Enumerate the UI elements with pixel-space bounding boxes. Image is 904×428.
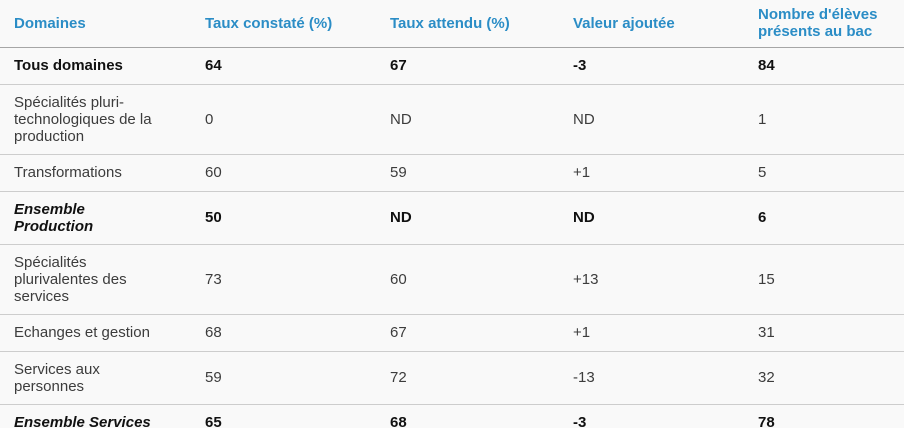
taux-attendu-value: 59: [376, 154, 559, 192]
domain-label: Ensemble Production: [0, 191, 191, 245]
column-header-taux-constate: Taux constaté (%): [191, 0, 376, 48]
column-header-valeur-ajoutee: Valeur ajoutée: [559, 0, 744, 48]
taux-attendu-value: 72: [376, 351, 559, 405]
nb-eleves-bac-value: 84: [744, 47, 904, 85]
table-row-echanges-et-gestion: Echanges et gestion 68 67 +1 31: [0, 314, 904, 352]
valeur-ajoutee-value: -13: [559, 351, 744, 405]
taux-attendu-value: 67: [376, 314, 559, 352]
nb-eleves-bac-value: 1: [744, 84, 904, 155]
taux-constate-value: 64: [191, 47, 376, 85]
domain-label: Spécialités pluri-technologiques de la p…: [0, 84, 191, 155]
nb-eleves-bac-value: 15: [744, 244, 904, 315]
valeur-ajoutee-value: +13: [559, 244, 744, 315]
taux-attendu-value: 68: [390, 414, 407, 428]
taux-constate-value: 0: [191, 84, 376, 155]
taux-attendu-value: ND: [376, 191, 559, 245]
domain-label: Ensemble Services: [14, 414, 151, 428]
domain-label: Tous domaines: [0, 47, 191, 85]
valeur-ajoutee-value: +1: [559, 314, 744, 352]
taux-constate-value: 68: [191, 314, 376, 352]
taux-constate-value: 50: [191, 191, 376, 245]
valeur-ajoutee-value: +1: [559, 154, 744, 192]
table-row-specialites-plurivalentes: Spécialités plurivalentes des services 7…: [0, 244, 904, 315]
table-row-specialites-pluri-technologiques: Spécialités pluri-technologiques de la p…: [0, 84, 904, 155]
valeur-ajoutee-value: ND: [559, 191, 744, 245]
nb-eleves-bac-value: 31: [744, 314, 904, 352]
taux-constate-value: 59: [191, 351, 376, 405]
domain-label: Services aux personnes: [0, 351, 191, 405]
domain-label: Transformations: [0, 154, 191, 192]
column-header-nb-eleves-bac: Nombre d'élèves présents au bac: [744, 0, 904, 48]
header-row: Domaines Taux constaté (%) Taux attendu …: [0, 0, 904, 48]
taux-constate-value: 65: [205, 414, 222, 428]
column-header-taux-attendu: Taux attendu (%): [376, 0, 559, 48]
taux-constate-value: 60: [191, 154, 376, 192]
nb-eleves-bac-value: 6: [744, 191, 904, 245]
table-row-tous-domaines: Tous domaines 64 67 -3 84: [0, 47, 904, 85]
domain-label: Echanges et gestion: [0, 314, 191, 352]
table-row-transformations: Transformations 60 59 +1 5: [0, 154, 904, 192]
nb-eleves-bac-value: 32: [744, 351, 904, 405]
table-row-ensemble-services: Ensemble Services 65 68 -3 78: [0, 404, 904, 428]
table-row-services-aux-personnes: Services aux personnes 59 72 -13 32: [0, 351, 904, 405]
table-row-ensemble-production: Ensemble Production 50 ND ND 6: [0, 191, 904, 245]
taux-attendu-value: 60: [376, 244, 559, 315]
valeur-ajoutee-value: -3: [573, 414, 587, 428]
taux-constate-value: 73: [191, 244, 376, 315]
taux-attendu-value: ND: [376, 84, 559, 155]
valeur-ajoutee-value: -3: [559, 47, 744, 85]
nb-eleves-bac-value: 78: [758, 414, 775, 428]
domain-label: Spécialités plurivalentes des services: [0, 244, 191, 315]
column-header-domaines: Domaines: [0, 0, 191, 48]
nb-eleves-bac-value: 5: [744, 154, 904, 192]
valeur-ajoutee-value: ND: [559, 84, 744, 155]
taux-attendu-value: 67: [376, 47, 559, 85]
